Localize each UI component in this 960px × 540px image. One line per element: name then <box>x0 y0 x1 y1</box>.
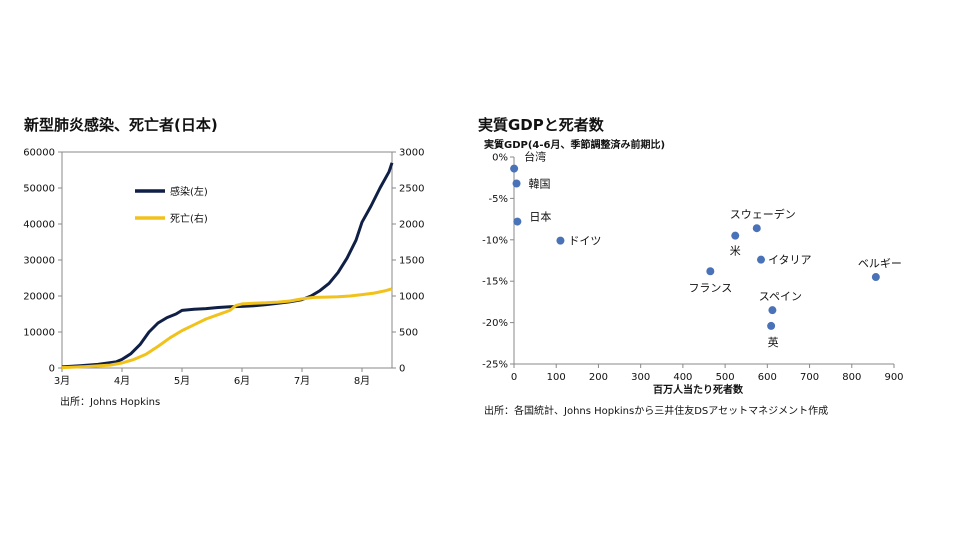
y-tick-label: -20% <box>482 318 508 329</box>
scatter-point <box>556 236 565 245</box>
x-tick-label: 3月 <box>54 375 70 387</box>
y-left-tick-label: 0 <box>49 364 55 375</box>
y-tick-label: -5% <box>489 194 508 205</box>
y-left-tick-label: 30000 <box>23 256 55 267</box>
y-tick-label: -10% <box>482 235 508 246</box>
right-chart-subtitle: 実質GDP(4-6月、季節調整済み前期比) <box>484 140 666 151</box>
x-tick-label: 800 <box>842 372 861 383</box>
x-tick-label: 200 <box>589 372 608 383</box>
x-axis-label: 百万人当たり死者数 <box>653 383 744 396</box>
y-right-tick-label: 3000 <box>399 148 424 159</box>
y-right-tick-label: 2500 <box>399 184 424 195</box>
right-chart-title: 実質GDPと死者数 <box>478 116 604 134</box>
scatter-point <box>706 267 715 276</box>
x-tick-label: 600 <box>758 372 777 383</box>
scatter-point <box>512 179 521 188</box>
x-tick-label: 500 <box>716 372 735 383</box>
x-tick-label: 100 <box>547 372 566 383</box>
x-tick-label: 5月 <box>174 375 190 387</box>
death-series-line <box>61 287 393 370</box>
x-tick-label: 7月 <box>294 375 310 387</box>
x-tick-label: 4月 <box>114 375 130 387</box>
scatter-point-label: 日本 <box>529 210 551 224</box>
x-tick-label: 0 <box>511 372 517 383</box>
y-left-tick-label: 20000 <box>23 292 55 303</box>
left-chart-source: 出所：Johns Hopkins <box>60 397 161 408</box>
scatter-point-label: イタリア <box>768 254 812 267</box>
y-tick-label: -15% <box>482 277 508 288</box>
y-right-tick-label: 500 <box>399 328 418 339</box>
legend-label: 死亡(右) <box>170 212 208 225</box>
scatter-point-label: スウェーデン <box>730 207 796 221</box>
infection-series-line <box>61 162 394 369</box>
x-tick-label: 700 <box>800 372 819 383</box>
x-tick-label: 6月 <box>234 375 250 387</box>
scatter-point-label: 台湾 <box>524 150 546 164</box>
scatter-point-label: ベルギー <box>858 257 902 270</box>
scatter-point <box>752 224 761 233</box>
scatter-point <box>510 164 519 173</box>
scatter-point-label: 英 <box>768 335 779 349</box>
y-left-tick-label: 40000 <box>23 220 55 231</box>
scatter-point-label: 韓国 <box>529 177 551 190</box>
y-right-tick-label: 1000 <box>399 292 424 303</box>
y-right-tick-label: 0 <box>399 364 405 375</box>
y-left-tick-label: 60000 <box>23 148 55 159</box>
scatter-point <box>767 321 776 330</box>
x-tick-label: 900 <box>884 372 903 383</box>
scatter-point-label: 米 <box>730 245 741 258</box>
x-tick-label: 300 <box>631 372 650 383</box>
scatter-point <box>513 217 522 226</box>
y-tick-label: 0% <box>492 153 508 164</box>
scatter-point <box>768 306 777 315</box>
scatter-point <box>871 273 880 282</box>
scatter-point-label: フランス <box>688 281 732 294</box>
y-right-tick-label: 2000 <box>399 220 424 231</box>
y-right-tick-label: 1500 <box>399 256 424 267</box>
scatter-point-label: スペイン <box>759 290 802 303</box>
y-left-tick-label: 50000 <box>23 184 55 195</box>
left-chart-title: 新型肺炎感染、死亡者(日本) <box>24 116 218 134</box>
x-tick-label: 8月 <box>354 375 370 387</box>
legend-label: 感染(左) <box>170 185 208 198</box>
y-tick-label: -25% <box>482 360 508 371</box>
y-left-tick-label: 10000 <box>23 328 55 339</box>
scatter-point <box>731 231 740 240</box>
right-chart-source: 出所：各国統計、Johns Hopkinsから三井住友DSアセットマネジメント作… <box>484 406 829 417</box>
x-tick-label: 400 <box>673 372 692 383</box>
scatter-point-label: ドイツ <box>568 235 601 248</box>
scatter-point <box>757 255 765 264</box>
